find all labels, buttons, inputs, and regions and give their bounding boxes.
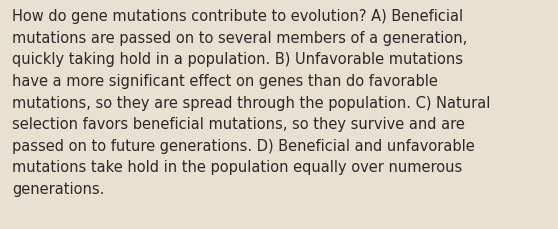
Text: How do gene mutations contribute to evolution? A) Beneficial
mutations are passe: How do gene mutations contribute to evol… bbox=[12, 9, 490, 196]
